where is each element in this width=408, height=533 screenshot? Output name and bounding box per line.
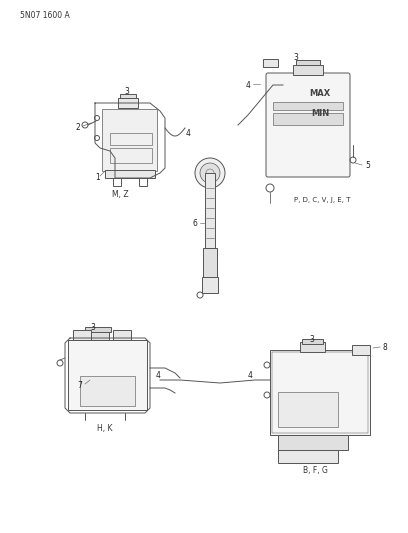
Text: 3: 3 [310, 335, 315, 344]
Bar [202, 277, 218, 293]
Bar [278, 435, 348, 450]
Bar [272, 352, 368, 433]
Bar [273, 102, 343, 110]
Bar [278, 450, 338, 463]
Bar [110, 148, 152, 163]
Text: 3: 3 [91, 324, 95, 333]
Bar [120, 94, 136, 98]
Text: H, K: H, K [97, 424, 113, 432]
Bar [263, 59, 278, 67]
Bar [293, 65, 323, 75]
Text: 4: 4 [155, 372, 160, 381]
Text: B, F, G: B, F, G [303, 465, 328, 474]
Bar [302, 339, 323, 344]
Bar [87, 330, 109, 340]
Bar [110, 133, 152, 145]
Text: 1: 1 [95, 174, 100, 182]
Bar [85, 327, 111, 332]
Text: 4: 4 [186, 128, 191, 138]
Bar [105, 170, 155, 178]
Text: 3: 3 [124, 87, 129, 96]
Text: 5N07 1600 A: 5N07 1600 A [20, 11, 70, 20]
Text: 8: 8 [383, 343, 387, 351]
Bar [118, 98, 138, 108]
Bar [278, 392, 338, 427]
Text: 6: 6 [193, 219, 197, 228]
Text: MAX: MAX [309, 88, 330, 98]
Bar [139, 178, 147, 186]
Bar [203, 248, 217, 278]
Text: 4: 4 [248, 370, 253, 379]
Bar [296, 60, 320, 65]
Text: 7: 7 [78, 382, 82, 391]
Bar [273, 113, 343, 125]
Text: 2: 2 [75, 124, 80, 133]
Bar [300, 342, 325, 352]
Bar [80, 376, 135, 406]
Text: MIN: MIN [311, 109, 329, 117]
Bar [352, 345, 370, 355]
Bar [102, 109, 157, 171]
FancyBboxPatch shape [266, 73, 350, 177]
Text: 3: 3 [294, 53, 298, 62]
Circle shape [195, 158, 225, 188]
Bar [113, 178, 121, 186]
Bar [68, 340, 147, 410]
Text: 5: 5 [366, 160, 370, 169]
Bar [205, 173, 215, 253]
Bar [270, 350, 370, 435]
Text: P, D, C, V, J, E, T: P, D, C, V, J, E, T [294, 197, 350, 203]
Circle shape [200, 163, 220, 183]
Bar [73, 330, 91, 340]
Bar [113, 330, 131, 340]
Text: 4: 4 [246, 80, 251, 90]
Text: M, Z: M, Z [112, 190, 128, 199]
